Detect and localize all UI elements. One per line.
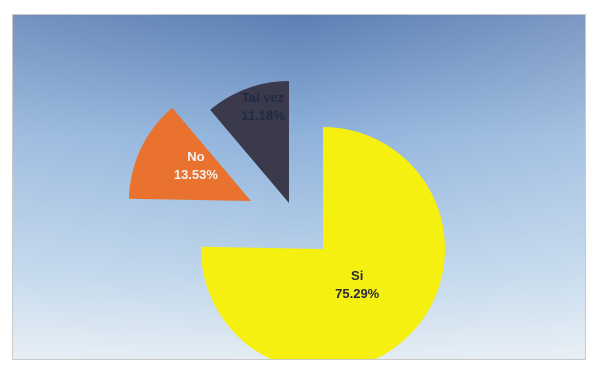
slice-value-si: 75.29% xyxy=(335,286,380,301)
slice-value-tal-vez: 11.18% xyxy=(241,108,285,123)
pie-slice-tal-vez xyxy=(210,81,289,203)
pie-slice-si xyxy=(201,127,445,359)
slice-label-si: Si xyxy=(351,268,363,283)
slice-label-no: No xyxy=(187,149,204,164)
pie-slices xyxy=(129,81,445,359)
pie-labels: Si 75.29% No 13.53% Tal vez 11.18% xyxy=(174,90,380,301)
pie-chart: Si 75.29% No 13.53% Tal vez 11.18% xyxy=(13,15,585,359)
pie-slice-no xyxy=(129,107,251,201)
chart-panel: Si 75.29% No 13.53% Tal vez 11.18% xyxy=(12,14,586,360)
slice-value-no: 13.53% xyxy=(174,167,219,182)
slice-label-tal-vez: Tal vez xyxy=(242,90,285,105)
